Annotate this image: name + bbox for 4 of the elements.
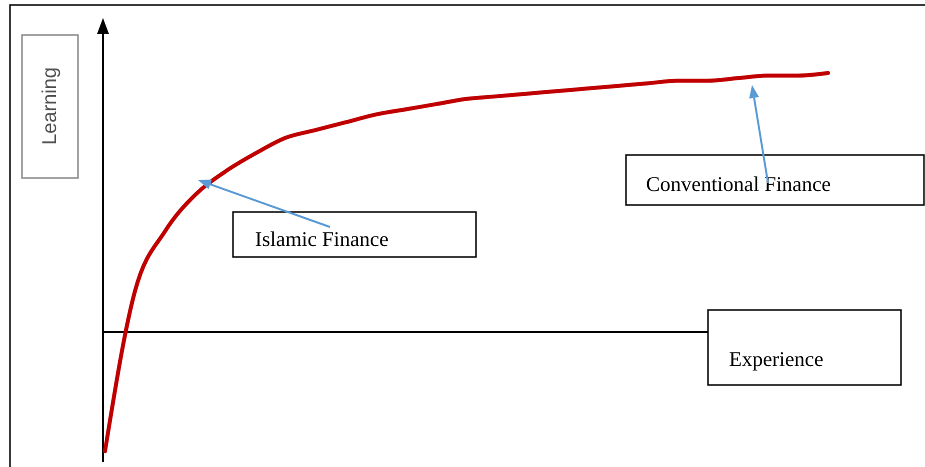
annotation: Islamic Finance [255, 227, 389, 251]
annotation: Conventional Finance [646, 172, 831, 196]
x-axis-title: Experience [729, 347, 824, 371]
y-axis-title: Learning [39, 67, 61, 145]
